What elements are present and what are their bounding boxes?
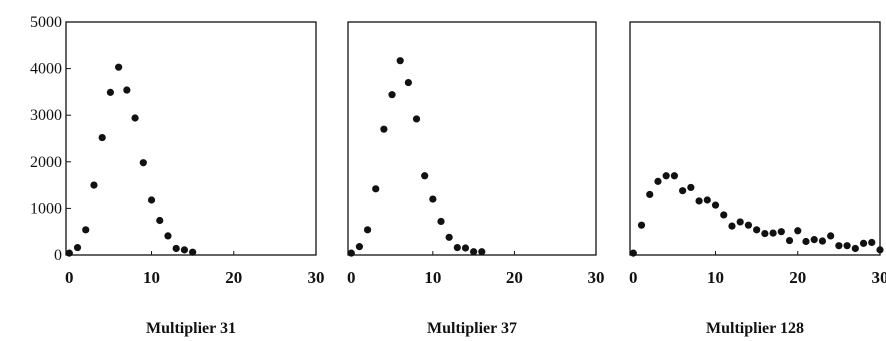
- x-tick-label: 10: [424, 268, 441, 287]
- data-point: [478, 248, 486, 256]
- data-point: [429, 195, 437, 203]
- x-tick-label: 30: [588, 268, 605, 287]
- data-point: [827, 232, 835, 240]
- data-point: [445, 233, 453, 241]
- data-point: [372, 185, 380, 193]
- data-point: [637, 221, 646, 229]
- data-point: [98, 133, 106, 142]
- data-point: [761, 229, 769, 238]
- data-point: [868, 238, 876, 247]
- data-point: [662, 172, 670, 180]
- y-tick-label: 2000: [30, 154, 62, 171]
- data-point: [851, 244, 859, 253]
- data-point: [769, 229, 777, 237]
- data-point: [453, 243, 461, 252]
- data-point: [802, 237, 810, 246]
- data-point: [90, 181, 98, 189]
- panel-caption: Multiplier 37: [427, 320, 517, 337]
- data-point: [131, 114, 139, 122]
- data-point: [164, 232, 172, 240]
- panel-caption: Multiplier 128: [706, 320, 804, 337]
- data-point: [835, 242, 843, 250]
- data-point: [810, 236, 818, 244]
- data-point: [347, 249, 355, 257]
- chart-panel-1: 0 10 20 30 0 1000 2000 3000 4000 5000 Multiplier 3…: [30, 14, 325, 337]
- x-tick-label: 0: [629, 268, 638, 287]
- data-point: [818, 237, 827, 245]
- panel-caption: Multiplier 31: [146, 320, 236, 337]
- y-tick-label: 5000: [30, 14, 62, 31]
- chart-panel-3: 0 10 20 30 Multiplier 128: [629, 21, 886, 337]
- data-point: [380, 125, 388, 133]
- data-point: [744, 221, 753, 229]
- x-tick-label: 0: [347, 268, 356, 287]
- data-point: [728, 222, 736, 230]
- x-tick-label: 30: [308, 268, 325, 287]
- data-point: [736, 218, 744, 226]
- data-point: [189, 248, 197, 256]
- data-point: [115, 63, 123, 71]
- data-point: [412, 115, 421, 123]
- data-point: [355, 243, 364, 251]
- y-tick-label: 0: [54, 247, 62, 264]
- data-point: [720, 211, 728, 219]
- data-point: [654, 177, 662, 185]
- x-tick-label: 20: [225, 268, 242, 287]
- data-point: [679, 187, 687, 195]
- data-point: [794, 227, 802, 235]
- data-point: [106, 88, 115, 96]
- x-tick-label: 10: [143, 268, 160, 287]
- data-point: [123, 86, 131, 94]
- data-point: [876, 246, 884, 254]
- data-point: [180, 246, 189, 254]
- data-point: [82, 226, 90, 234]
- x-tick-label: 20: [789, 268, 806, 287]
- data-point: [437, 217, 445, 226]
- x-tick-label: 0: [65, 268, 74, 287]
- x-tick-label: 30: [872, 268, 886, 287]
- plot-frame: [629, 21, 881, 256]
- data-point: [703, 196, 711, 204]
- data-point: [65, 249, 73, 257]
- data-point: [461, 244, 470, 252]
- x-tick-label: 10: [707, 268, 724, 287]
- data-point: [646, 190, 654, 199]
- data-point: [470, 248, 478, 256]
- data-point: [73, 243, 82, 252]
- y-tick-label: 1000: [30, 200, 62, 217]
- data-point: [785, 236, 794, 245]
- data-point: [711, 201, 720, 209]
- data-point: [687, 183, 695, 192]
- data-point: [629, 249, 637, 257]
- data-point: [172, 244, 180, 253]
- data-point: [695, 197, 703, 205]
- data-point: [753, 226, 761, 234]
- y-tick-label: 3000: [30, 107, 62, 124]
- data-point: [396, 57, 404, 65]
- chart-panel-2: 0 10 20 30 Multiplier 37: [347, 21, 605, 337]
- data-point: [388, 91, 396, 99]
- data-point: [421, 172, 429, 180]
- data-point: [156, 216, 164, 225]
- data-point: [363, 226, 372, 234]
- data-point: [670, 172, 679, 180]
- x-tick-label: 20: [506, 268, 523, 287]
- plot-frame: [347, 21, 597, 256]
- data-point: [147, 196, 156, 204]
- data-point: [777, 228, 785, 236]
- data-point: [404, 78, 412, 87]
- data-point: [843, 242, 851, 250]
- data-point: [859, 239, 868, 247]
- data-point: [139, 159, 147, 167]
- y-tick-label: 4000: [30, 61, 62, 78]
